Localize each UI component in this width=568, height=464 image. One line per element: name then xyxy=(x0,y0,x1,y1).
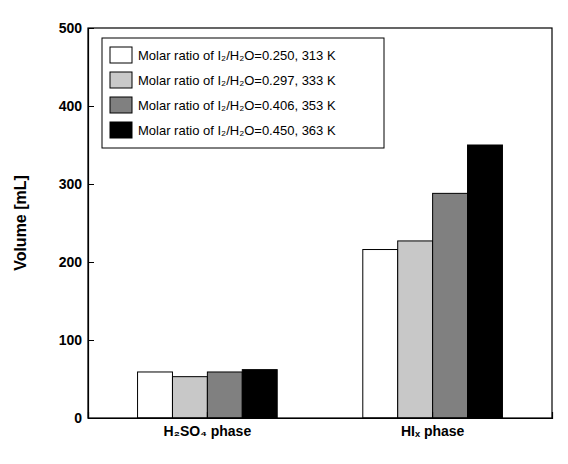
x-axis-line xyxy=(89,412,553,419)
bars xyxy=(138,145,503,418)
bar xyxy=(242,370,277,418)
y-axis: 0 100 200 300 400 500 xyxy=(59,20,94,426)
y-tick: 400 xyxy=(59,98,94,114)
bar xyxy=(398,241,433,418)
legend-swatch xyxy=(110,47,132,63)
y-tick-mark xyxy=(88,262,94,263)
y-axis-title: Volume [mL] xyxy=(12,175,29,271)
legend-label: Molar ratio of I₂/H₂O=0.297, 333 K xyxy=(138,73,336,88)
y-tick-label: 500 xyxy=(59,20,83,36)
legend-label: Molar ratio of I₂/H₂O=0.450, 363 K xyxy=(138,123,336,138)
legend-frame xyxy=(102,38,384,148)
x-axis: H₂SO₄ phase HIₓ phase xyxy=(89,412,553,439)
legend-swatch xyxy=(110,97,132,113)
x-tick-mark xyxy=(207,412,208,418)
y-tick: 300 xyxy=(59,176,94,192)
bar xyxy=(363,250,398,418)
x-tick: HIₓ phase xyxy=(401,412,465,439)
y-tick-label: 0 xyxy=(74,410,82,426)
y-tick: 200 xyxy=(59,254,94,270)
y-tick-mark xyxy=(88,340,94,341)
y-tick-label: 400 xyxy=(59,98,83,114)
y-tick-label: 300 xyxy=(59,176,83,192)
y-tick-label: 100 xyxy=(59,332,83,348)
x-tick-mark xyxy=(432,412,433,418)
bar xyxy=(433,193,468,418)
y-tick: 500 xyxy=(59,20,94,36)
legend-label: Molar ratio of I₂/H₂O=0.406, 353 K xyxy=(138,98,336,113)
y-tick-mark xyxy=(88,28,94,29)
y-tick: 100 xyxy=(59,332,94,348)
bar xyxy=(207,372,242,418)
chart: 0 100 200 300 400 500 H₂SO₄ phase HIₓ phase Mola… xyxy=(0,0,568,464)
y-tick-mark xyxy=(88,106,94,107)
x-tick-label: HIₓ phase xyxy=(401,423,465,439)
y-tick-label: 200 xyxy=(59,254,83,270)
plot: 0 100 200 300 400 500 H₂SO₄ phase HIₓ phase Mola… xyxy=(59,20,553,439)
y-axis-line xyxy=(89,29,95,419)
legend: Molar ratio of I₂/H₂O=0.250, 313 K Molar … xyxy=(102,38,384,148)
legend-swatch xyxy=(110,72,132,88)
x-tick: H₂SO₄ phase xyxy=(164,412,252,439)
x-tick-label: H₂SO₄ phase xyxy=(164,423,252,439)
y-tick-mark xyxy=(88,184,94,185)
legend-label: Molar ratio of I₂/H₂O=0.250, 313 K xyxy=(138,48,336,63)
plot-frame xyxy=(88,28,552,418)
bar xyxy=(468,145,503,418)
bar xyxy=(138,372,173,418)
bar xyxy=(172,377,207,418)
legend-swatch xyxy=(110,122,132,138)
